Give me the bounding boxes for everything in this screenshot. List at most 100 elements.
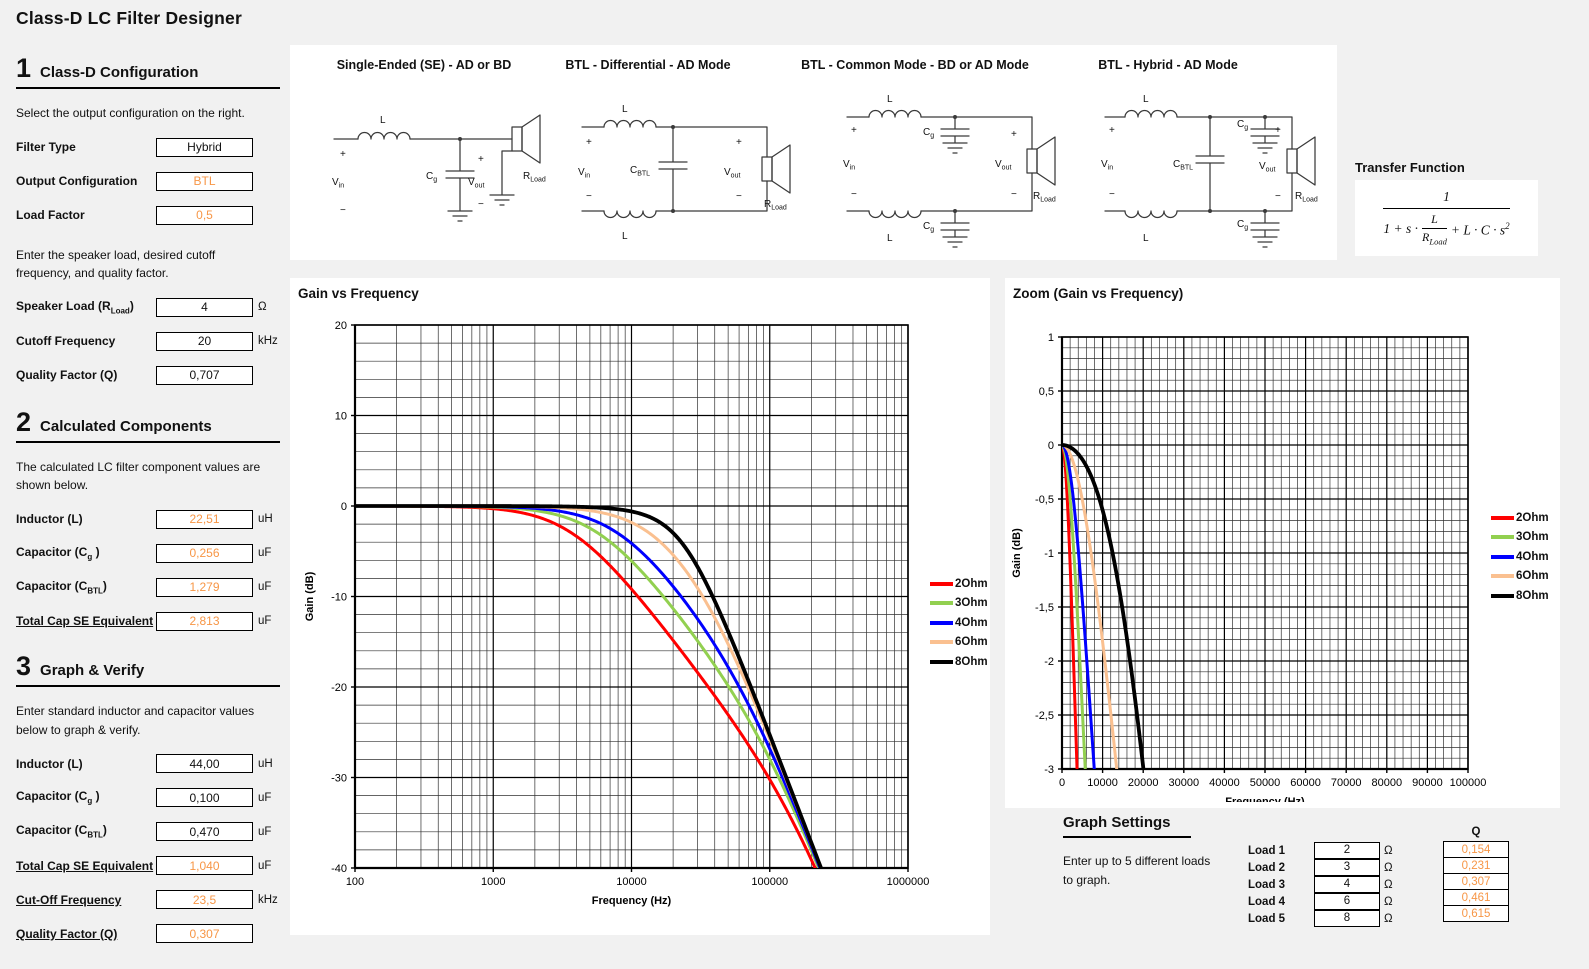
- field-unit: uF: [258, 791, 272, 804]
- field-label: Cut-Off Frequency: [16, 892, 122, 907]
- legend-label: 6Ohm: [1516, 570, 1549, 583]
- field-value-output: 1,279: [156, 577, 253, 597]
- page-title: Class-D LC Filter Designer: [16, 8, 242, 28]
- svg-text:30000: 30000: [1169, 777, 1200, 789]
- legend-label: 8Ohm: [955, 655, 988, 668]
- graph-settings-description: Enter up to 5 different loads to graph.: [1063, 854, 1211, 887]
- label-plus: +: [478, 154, 484, 165]
- load-value-input[interactable]: 6: [1314, 892, 1380, 910]
- field-value-input[interactable]: 44,00: [156, 754, 253, 774]
- field-label: Cutoff Frequency: [16, 334, 116, 349]
- field-value-input[interactable]: Hybrid: [156, 137, 253, 157]
- field-unit: uF: [258, 825, 272, 838]
- legend-swatch: [1491, 554, 1514, 559]
- svg-text:-40: -40: [331, 863, 347, 875]
- field-label: Quality Factor (Q): [16, 926, 118, 941]
- field-unit: Ω: [258, 301, 267, 314]
- field-value-input[interactable]: 4: [156, 297, 253, 317]
- field-label: Speaker Load (RLoad): [16, 299, 134, 316]
- field-label: Quality Factor (Q): [16, 368, 118, 383]
- gain-vs-frequency-title: Gain vs Frequency: [298, 286, 419, 301]
- transfer-function-title: Transfer Function: [1355, 160, 1465, 175]
- field-row: Filter Type Hybrid: [16, 137, 280, 157]
- section2-fields: Inductor (L) 22,51 uH Capacitor (Cg ) 0,256 u…: [16, 509, 280, 631]
- label-vin: Vin: [578, 167, 590, 180]
- svg-text:-10: -10: [331, 592, 347, 604]
- legend-label: 2Ohm: [955, 577, 988, 590]
- field-value-output: 0,307: [156, 924, 253, 944]
- field-label: Inductor (L): [16, 756, 83, 771]
- legend-label: 3Ohm: [955, 597, 988, 610]
- load-value-input[interactable]: 2: [1314, 841, 1380, 859]
- label-rload: RLoad: [764, 199, 787, 212]
- legend-swatch: [1491, 535, 1514, 540]
- section3-title: Graph & Verify: [40, 661, 145, 679]
- label-cg: Cg: [426, 171, 437, 184]
- label-inductor: L: [622, 231, 628, 242]
- field-label: Capacitor (CBTL): [16, 579, 107, 596]
- label-inductor: L: [887, 233, 893, 244]
- circuit-btl-differential-schematic: L L + Vin − CBTL + Vout − RLoad: [578, 104, 791, 242]
- field-label: Capacitor (CBTL): [16, 823, 107, 840]
- field-unit: kHz: [258, 893, 278, 906]
- load-value-input[interactable]: 8: [1314, 909, 1380, 927]
- field-unit: uF: [258, 547, 272, 560]
- diagram-title-single-ended: Single-Ended (SE) - AD or BD: [336, 58, 512, 72]
- legend-item: 2Ohm: [1491, 508, 1549, 528]
- graph-settings-title: Graph Settings: [1063, 812, 1191, 838]
- q-column-header: Q: [1471, 826, 1481, 838]
- label-cg: Cg: [923, 221, 934, 234]
- series-3Ohm: [355, 504, 821, 868]
- svg-text:70000: 70000: [1331, 777, 1362, 789]
- section1-fields: Filter Type Hybrid Output Configuration BTL…: [16, 137, 280, 225]
- ohm-unit: Ω: [1384, 878, 1393, 891]
- label-rload: RLoad: [1033, 191, 1056, 204]
- series-3Ohm: [1062, 443, 1087, 769]
- diagram-title-btl-common-mode: BTL - Common Mode - BD or AD Mode: [801, 58, 1029, 72]
- series-8Ohm: [355, 504, 824, 868]
- field-row: Inductor (L) 44,00 uH: [16, 754, 280, 774]
- load-value-input[interactable]: 3: [1314, 858, 1380, 876]
- svg-text:40000: 40000: [1209, 777, 1240, 789]
- label-inductor: L: [1143, 233, 1149, 244]
- q-value-output: 0,461: [1443, 889, 1509, 906]
- legend-label: 4Ohm: [1516, 550, 1549, 563]
- field-label: Total Cap SE Equivalent: [16, 614, 154, 629]
- svg-text:-1,5: -1,5: [1035, 602, 1054, 614]
- svg-text:1000000: 1000000: [887, 876, 930, 888]
- legend-swatch: [1491, 593, 1514, 598]
- label-minus: −: [1109, 189, 1115, 200]
- field-label: Capacitor (Cg ): [16, 545, 100, 562]
- zoom-chart-panel: Zoom (Gain vs Frequency) 0 10000 20000 3000…: [1005, 278, 1560, 808]
- svg-text:-0,5: -0,5: [1035, 494, 1054, 506]
- field-value-input[interactable]: 0,470: [156, 822, 253, 842]
- field-value-input[interactable]: 0,100: [156, 788, 253, 808]
- legend-swatch: [1491, 574, 1514, 579]
- formula-inner-den: RLoad: [1422, 230, 1447, 247]
- formula-numerator: 1: [1383, 189, 1510, 210]
- transfer-function-formula: 1 1 + s · L RLoad + L · C · s2: [1383, 189, 1510, 247]
- field-label: Filter Type: [16, 140, 76, 155]
- field-unit: uF: [258, 581, 272, 594]
- svg-text:0,5: 0,5: [1039, 386, 1054, 398]
- load-label: Load 3: [1248, 878, 1286, 891]
- field-value-output: BTL: [156, 171, 253, 191]
- field-value-input[interactable]: 20: [156, 331, 253, 351]
- svg-text:60000: 60000: [1290, 777, 1321, 789]
- label-cg: Cg: [1237, 219, 1248, 232]
- formula-inner-num: L: [1422, 212, 1447, 230]
- field-label: Output Configuration: [16, 174, 138, 189]
- load-label: Load 4: [1248, 895, 1286, 908]
- svg-text:0: 0: [341, 501, 347, 513]
- label-inductor: L: [622, 104, 628, 115]
- sidebar: Class-D LC Filter Designer 1 Class-D Con…: [16, 0, 280, 944]
- field-row: Cut-Off Frequency 23,5 kHz: [16, 890, 280, 910]
- svg-text:1000: 1000: [481, 876, 505, 888]
- load-value-input[interactable]: 4: [1314, 875, 1380, 893]
- formula-den-prefix: 1 + s ·: [1383, 221, 1419, 237]
- field-unit: uF: [258, 615, 272, 628]
- field-value-input[interactable]: 0,707: [156, 365, 253, 385]
